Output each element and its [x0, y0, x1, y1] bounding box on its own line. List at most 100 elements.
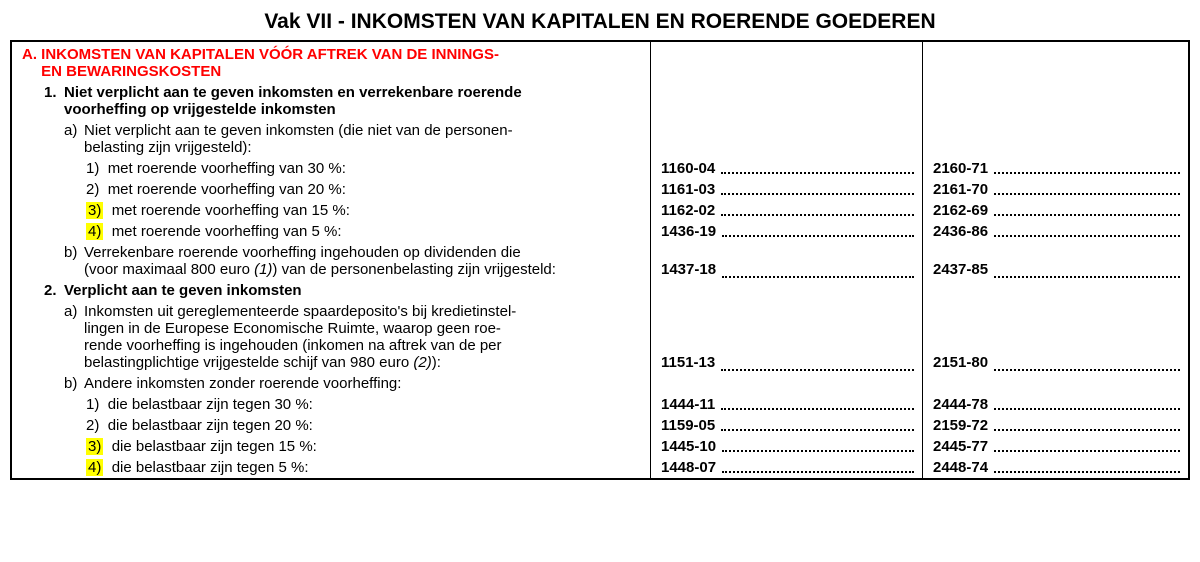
dotted-line — [994, 206, 1180, 216]
dotted-line — [721, 185, 914, 195]
form-page: Vak VII - INKOMSTEN VAN KAPITALEN EN ROE… — [10, 10, 1190, 480]
r2b1-c1: 1444-11 — [661, 396, 715, 413]
r1a3-c1: 1162-02 — [661, 202, 715, 219]
row-1a3: 3) met roerende voorheffing van 15 %: 11… — [12, 200, 1188, 221]
item-1a-line1: Niet verplicht aan te geven inkomsten (d… — [84, 122, 513, 139]
r1a2-c2: 2161-70 — [933, 181, 988, 198]
r1a1-c1: 1160-04 — [661, 160, 715, 177]
item-1b-text: b)Verrekenbare roerende voorheffing inge… — [12, 242, 650, 280]
dotted-line — [994, 185, 1180, 195]
row-1a2: 2) met roerende voorheffing van 20 %: 11… — [12, 179, 1188, 200]
item-2-label: Verplicht aan te geven inkomsten — [64, 282, 302, 299]
item-1-row: 1.Niet verplicht aan te geven inkomsten … — [12, 82, 1188, 120]
r2b2-c2: 2159-72 — [933, 417, 988, 434]
r2b1-num: 1) — [86, 396, 99, 413]
dotted-line — [721, 361, 914, 371]
item-2a-l4-post: ): — [432, 354, 441, 371]
item-1-line1: Niet verplicht aan te geven inkomsten en… — [64, 84, 522, 101]
dotted-line — [721, 164, 914, 174]
r2b1-text: die belastbaar zijn tegen 30 %: — [108, 396, 313, 413]
r1a1-num: 1) — [86, 160, 99, 177]
r2b2-c1: 1159-05 — [661, 417, 715, 434]
dotted-line — [722, 227, 914, 237]
item-1-line2: voorheffing op vrijgestelde inkomsten — [64, 101, 336, 118]
r2b3-num: 3) — [86, 438, 103, 455]
item-2a-c2: 2151-80 — [933, 354, 988, 371]
dotted-line — [994, 268, 1180, 278]
r2b3-text: die belastbaar zijn tegen 15 %: — [112, 438, 317, 455]
row-2a: a)Inkomsten uit gereglementeerde spaarde… — [12, 301, 1188, 373]
item-2a-l2: lingen in de Europese Economische Ruimte… — [84, 320, 501, 337]
item-1b-c2: 2437-85 — [933, 261, 988, 278]
r1a2-text: met roerende voorheffing van 20 %: — [108, 181, 346, 198]
item-2-text: 2.Verplicht aan te geven inkomsten — [12, 280, 650, 301]
dotted-line — [994, 400, 1180, 410]
item-2a-l3: rende voorheffing is ingehouden (inkomen… — [84, 337, 502, 354]
item-1b-c1: 1437-18 — [661, 261, 716, 278]
dotted-line — [722, 442, 914, 452]
item-2a-l4-it: (2) — [413, 354, 431, 371]
r1a2-num: 2) — [86, 181, 99, 198]
dotted-line — [994, 421, 1180, 431]
item-1b-line1: Verrekenbare roerende voorheffing ingeho… — [84, 244, 521, 261]
dotted-line — [994, 164, 1180, 174]
r2b4-text: die belastbaar zijn tegen 5 %: — [112, 459, 309, 476]
r1a3-text: met roerende voorheffing van 15 %: — [112, 202, 350, 219]
r1a2-c1: 1161-03 — [661, 181, 715, 198]
item-2b-row: b)Andere inkomsten zonder roerende voorh… — [12, 373, 1188, 394]
item-1a-line2: belasting zijn vrijgesteld): — [84, 139, 252, 156]
item-2a-text: a)Inkomsten uit gereglementeerde spaarde… — [12, 301, 650, 373]
r1a4-text: met roerende voorheffing van 5 %: — [112, 223, 342, 240]
section-a-letter: A. — [22, 46, 37, 63]
row-1a1: 1) met roerende voorheffing van 30 %: 11… — [12, 158, 1188, 179]
item-1a-text: a)Niet verplicht aan te geven inkomsten … — [12, 120, 650, 158]
item-1b-num: b) — [64, 244, 84, 261]
dotted-line — [721, 400, 914, 410]
item-2a-l4-pre: belastingplichtige vrijgestelde schijf v… — [84, 354, 413, 371]
row-1b: b)Verrekenbare roerende voorheffing inge… — [12, 242, 1188, 280]
r2b3-c2: 2445-77 — [933, 438, 988, 455]
section-a-row: A. INKOMSTEN VAN KAPITALEN VÓÓR AFTREK V… — [12, 42, 1188, 82]
r2b2-num: 2) — [86, 417, 99, 434]
dotted-line — [994, 463, 1180, 473]
r2b4-num: 4) — [86, 459, 103, 476]
r1a3-c2: 2162-69 — [933, 202, 988, 219]
form-box: A. INKOMSTEN VAN KAPITALEN VÓÓR AFTREK V… — [10, 40, 1190, 480]
item-2b-num: b) — [64, 375, 84, 392]
r2b2-text: die belastbaar zijn tegen 20 %: — [108, 417, 313, 434]
r1a1-c2: 2160-71 — [933, 160, 988, 177]
section-a-line2: EN BEWARINGSKOSTEN — [41, 63, 221, 80]
item-1-text: 1.Niet verplicht aan te geven inkomsten … — [12, 82, 650, 120]
section-a-header: A. INKOMSTEN VAN KAPITALEN VÓÓR AFTREK V… — [12, 42, 650, 82]
item-1b-line2-it: (1) — [254, 261, 272, 278]
dotted-line — [994, 361, 1180, 371]
item-2-num: 2. — [44, 282, 64, 299]
row-1a4: 4) met roerende voorheffing van 5 %: 143… — [12, 221, 1188, 242]
row-2b2: 2) die belastbaar zijn tegen 20 %: 1159-… — [12, 415, 1188, 436]
item-2a-c1: 1151-13 — [661, 354, 715, 371]
dotted-line — [721, 421, 914, 431]
section-a-line1: INKOMSTEN VAN KAPITALEN VÓÓR AFTREK VAN … — [41, 46, 499, 63]
item-1b-line2-pre: (voor maximaal 800 euro — [84, 261, 254, 278]
dotted-line — [721, 206, 914, 216]
item-1a-num: a) — [64, 122, 84, 139]
dotted-line — [994, 227, 1180, 237]
r2b1-c2: 2444-78 — [933, 396, 988, 413]
dotted-line — [722, 268, 914, 278]
item-1a-row: a)Niet verplicht aan te geven inkomsten … — [12, 120, 1188, 158]
dotted-line — [722, 463, 914, 473]
r2b3-c1: 1445-10 — [661, 438, 716, 455]
page-title: Vak VII - INKOMSTEN VAN KAPITALEN EN ROE… — [10, 10, 1190, 34]
r2b4-c1: 1448-07 — [661, 459, 716, 476]
r1a4-c2: 2436-86 — [933, 223, 988, 240]
r1a3-num: 3) — [86, 202, 103, 219]
r1a4-c1: 1436-19 — [661, 223, 716, 240]
item-2a-num: a) — [64, 303, 84, 320]
item-2-row: 2.Verplicht aan te geven inkomsten — [12, 280, 1188, 301]
row-2b3: 3) die belastbaar zijn tegen 15 %: 1445-… — [12, 436, 1188, 457]
row-2b4: 4) die belastbaar zijn tegen 5 %: 1448-0… — [12, 457, 1188, 478]
item-1b-line2-post: ) van de personenbelasting zijn vrijgest… — [272, 261, 556, 278]
r1a1-text: met roerende voorheffing van 30 %: — [108, 160, 346, 177]
item-2b-text: b)Andere inkomsten zonder roerende voorh… — [12, 373, 650, 394]
row-2b1: 1) die belastbaar zijn tegen 30 %: 1444-… — [12, 394, 1188, 415]
